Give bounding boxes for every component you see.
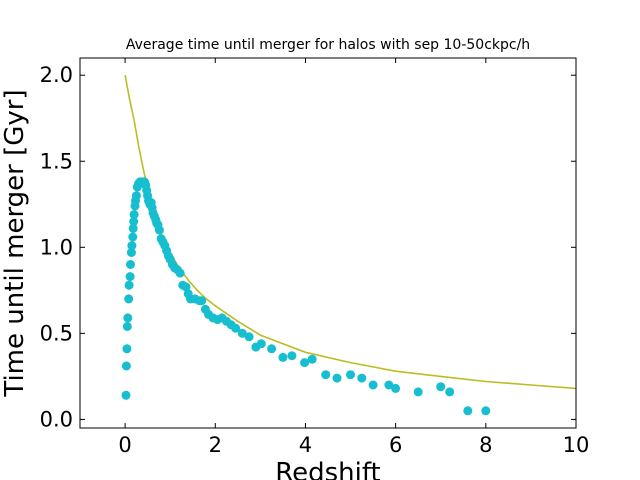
data-point (121, 361, 131, 371)
data-point (244, 332, 254, 342)
y-tick-label: 2.0 (40, 63, 73, 87)
data-point (287, 351, 297, 361)
data-point (436, 382, 446, 392)
data-point (175, 268, 185, 278)
data-point (346, 370, 355, 380)
data-point (181, 282, 191, 292)
data-point (127, 241, 137, 251)
y-tick-label: 1.5 (40, 149, 73, 173)
data-point (197, 296, 207, 306)
data-point (445, 387, 455, 397)
data-point (357, 373, 367, 383)
data-point (128, 223, 138, 233)
x-tick-label: 0 (118, 433, 131, 457)
data-point (122, 344, 132, 354)
data-point (391, 383, 401, 393)
data-point (123, 313, 133, 323)
data-point (321, 370, 331, 380)
fit-curve (124, 75, 577, 390)
data-point (126, 260, 135, 269)
data-point (307, 354, 317, 364)
data-point (124, 294, 134, 304)
data-point (126, 248, 136, 257)
x-tick-label: 4 (299, 433, 312, 457)
data-point (237, 328, 247, 338)
data-point (384, 380, 394, 390)
data-point (121, 390, 131, 400)
y-tick-label: 0.5 (40, 321, 73, 345)
data-point (256, 339, 266, 349)
data-point (128, 232, 138, 242)
y-axis-label: Time until merger [Gyr] (0, 89, 30, 397)
x-tick-label: 6 (389, 433, 402, 457)
data-point (154, 225, 164, 235)
data-point (122, 322, 132, 331)
data-point (413, 387, 423, 397)
data-point (131, 191, 141, 201)
x-tick-label: 8 (479, 433, 492, 457)
data-point (231, 323, 241, 333)
data-point (129, 217, 139, 226)
plot-frame (79, 57, 577, 429)
data-point (463, 406, 473, 416)
data-point (300, 358, 310, 368)
x-tick-label: 2 (209, 433, 222, 457)
data-point (481, 406, 491, 416)
y-tick-label: 1.0 (40, 235, 73, 259)
x-axis-label: Redshift (275, 458, 381, 480)
x-tick-label: 10 (563, 433, 590, 457)
y-tick-label: 0.0 (40, 407, 73, 431)
chart-title: Average time until merger for halos with… (126, 37, 530, 53)
data-point (332, 373, 342, 383)
data-point (125, 272, 135, 282)
data-point (129, 210, 139, 220)
data-point (267, 344, 277, 354)
data-point (278, 352, 288, 362)
data-point (368, 380, 378, 390)
data-point (124, 280, 134, 290)
